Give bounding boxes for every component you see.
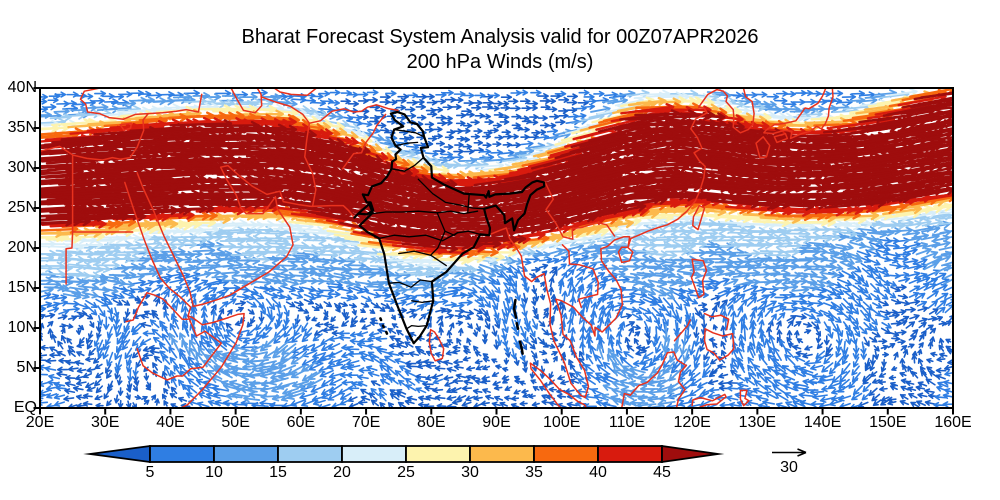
colorbar-tick-label: 15 <box>269 464 287 481</box>
x-tick-label: 40E <box>156 414 185 431</box>
colorbar-tick-label: 40 <box>589 464 607 481</box>
x-tick-label: 100E <box>543 414 581 431</box>
x-tick-label: 90E <box>482 414 511 431</box>
x-tick-label: 50E <box>221 414 250 431</box>
colorbar-tick-label: 25 <box>397 464 415 481</box>
colorbar-tick-label: 5 <box>145 464 155 481</box>
colorbar-tick-label: 35 <box>525 464 543 481</box>
y-tick-label: 25N <box>7 199 37 216</box>
y-tick-label: 40N <box>7 79 37 96</box>
x-tick-label: 80E <box>417 414 446 431</box>
y-tick-label: 35N <box>7 119 37 136</box>
colorbar-tick-label: 30 <box>461 464 479 481</box>
y-tick-label: 15N <box>7 279 37 296</box>
x-tick-label: 160E <box>934 414 972 431</box>
plot-title: Bharat Forecast System Analysis valid fo… <box>241 26 759 48</box>
x-tick-label: 130E <box>738 414 777 431</box>
colorbar-tick-label: 20 <box>333 464 351 481</box>
y-tick-label: 30N <box>7 159 37 176</box>
x-tick-label: 30E <box>90 414 120 431</box>
colorbar-tick-label: 45 <box>653 464 671 481</box>
colorbar-tick-label: 10 <box>205 464 223 481</box>
reference-vector-label: 30 <box>780 459 798 476</box>
x-tick-label: 60E <box>286 414 316 431</box>
y-tick-label: EQ <box>13 399 37 416</box>
x-tick-label: 20E <box>25 414 55 431</box>
x-tick-label: 70E <box>351 414 381 431</box>
x-tick-label: 140E <box>803 414 842 431</box>
plot-subtitle: 200 hPa Winds (m/s) <box>406 51 594 73</box>
y-tick-label: 5N <box>16 359 37 376</box>
x-tick-label: 110E <box>608 414 646 431</box>
y-tick-label: 10N <box>7 319 37 336</box>
x-tick-label: 150E <box>869 414 907 431</box>
y-tick-label: 20N <box>7 239 37 256</box>
x-tick-label: 120E <box>673 414 711 431</box>
